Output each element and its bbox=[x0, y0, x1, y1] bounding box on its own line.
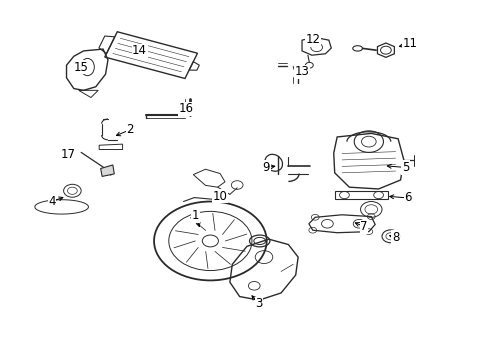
Text: 8: 8 bbox=[391, 231, 399, 244]
Text: 4: 4 bbox=[48, 195, 56, 208]
Text: 17: 17 bbox=[61, 148, 75, 161]
Text: 13: 13 bbox=[294, 65, 309, 78]
Text: 14: 14 bbox=[132, 44, 147, 57]
Text: 9: 9 bbox=[262, 161, 270, 174]
Text: 3: 3 bbox=[255, 297, 262, 310]
Text: 2: 2 bbox=[126, 123, 133, 136]
Text: 12: 12 bbox=[305, 33, 320, 46]
Text: 15: 15 bbox=[74, 60, 88, 73]
Text: 16: 16 bbox=[178, 103, 193, 116]
Text: 6: 6 bbox=[403, 192, 411, 204]
Text: 11: 11 bbox=[402, 37, 417, 50]
Text: 10: 10 bbox=[212, 190, 227, 203]
Text: 7: 7 bbox=[360, 220, 367, 233]
Text: 1: 1 bbox=[192, 210, 199, 222]
Polygon shape bbox=[101, 165, 114, 176]
Text: 5: 5 bbox=[401, 161, 408, 174]
